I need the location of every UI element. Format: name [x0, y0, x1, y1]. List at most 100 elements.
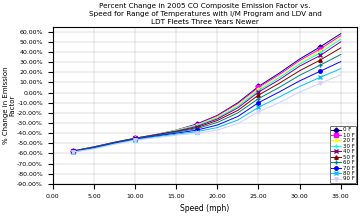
70 F	[256, 102, 261, 104]
30 F	[153, 133, 158, 136]
0 F	[195, 123, 199, 125]
Line: 90 F: 90 F	[72, 73, 342, 154]
0 F	[112, 141, 117, 144]
70 F	[174, 132, 178, 135]
80 F	[256, 106, 261, 109]
Line: 40 F: 40 F	[72, 40, 342, 153]
90 F	[92, 148, 96, 150]
50 F	[71, 150, 76, 153]
70 F	[277, 91, 281, 93]
0 F	[256, 85, 261, 88]
70 F	[153, 135, 158, 138]
40 F	[92, 146, 96, 148]
0 F	[236, 102, 240, 104]
60 F	[277, 86, 281, 89]
70 F	[318, 70, 322, 73]
30 F	[174, 129, 178, 132]
Line: 10 F: 10 F	[72, 34, 342, 153]
90 F	[318, 82, 322, 85]
90 F	[71, 151, 76, 153]
10 F	[71, 150, 76, 152]
60 F	[133, 137, 137, 140]
30 F	[256, 89, 261, 92]
70 F	[236, 115, 240, 118]
50 F	[339, 47, 343, 49]
40 F	[195, 125, 199, 128]
60 F	[71, 150, 76, 153]
0 F	[215, 114, 220, 117]
10 F	[153, 133, 158, 136]
30 F	[339, 38, 343, 41]
50 F	[297, 69, 302, 72]
20 F	[215, 116, 220, 118]
Line: 0 F: 0 F	[72, 32, 342, 153]
20 F	[153, 133, 158, 136]
90 F	[133, 139, 137, 141]
30 F	[277, 76, 281, 79]
50 F	[174, 130, 178, 133]
60 F	[153, 134, 158, 137]
90 F	[277, 102, 281, 104]
70 F	[71, 150, 76, 153]
60 F	[215, 121, 220, 124]
60 F	[195, 127, 199, 130]
0 F	[92, 146, 96, 148]
0 F	[277, 72, 281, 75]
80 F	[174, 133, 178, 135]
80 F	[112, 143, 117, 145]
60 F	[339, 53, 343, 56]
90 F	[112, 143, 117, 146]
40 F	[215, 118, 220, 120]
Line: 60 F: 60 F	[72, 53, 342, 153]
50 F	[112, 141, 117, 144]
80 F	[339, 67, 343, 70]
40 F	[133, 137, 137, 140]
Line: 30 F: 30 F	[72, 38, 342, 153]
70 F	[133, 138, 137, 141]
10 F	[277, 73, 281, 76]
60 F	[112, 141, 117, 144]
50 F	[133, 137, 137, 140]
20 F	[195, 124, 199, 126]
20 F	[318, 50, 322, 52]
50 F	[318, 59, 322, 61]
10 F	[174, 129, 178, 131]
80 F	[195, 130, 199, 133]
40 F	[297, 65, 302, 67]
20 F	[112, 141, 117, 144]
70 F	[339, 60, 343, 63]
80 F	[133, 138, 137, 141]
40 F	[236, 106, 240, 109]
10 F	[215, 115, 220, 117]
10 F	[112, 141, 117, 144]
Legend: 0 F, 10 F, 20 F, 30 F, 40 F, 50 F, 60 F, 70 F, 80 F, 90 F: 0 F, 10 F, 20 F, 30 F, 40 F, 50 F, 60 F,…	[329, 126, 356, 183]
40 F	[174, 130, 178, 132]
70 F	[195, 129, 199, 131]
10 F	[236, 102, 240, 105]
20 F	[236, 103, 240, 106]
Title: Percent Change in 2005 CO Composite Emission Factor vs.
Speed for Range of Tempe: Percent Change in 2005 CO Composite Emis…	[89, 3, 321, 25]
30 F	[195, 124, 199, 127]
80 F	[215, 126, 220, 129]
0 F	[174, 129, 178, 131]
60 F	[92, 146, 96, 149]
10 F	[133, 137, 137, 140]
10 F	[318, 48, 322, 50]
60 F	[236, 112, 240, 114]
30 F	[71, 150, 76, 152]
80 F	[318, 76, 322, 79]
Line: 50 F: 50 F	[72, 46, 342, 153]
70 F	[297, 79, 302, 82]
40 F	[339, 40, 343, 43]
30 F	[318, 52, 322, 54]
80 F	[236, 119, 240, 121]
50 F	[277, 82, 281, 85]
40 F	[277, 79, 281, 81]
80 F	[92, 147, 96, 150]
0 F	[318, 46, 322, 48]
10 F	[256, 86, 261, 89]
40 F	[318, 54, 322, 57]
90 F	[195, 132, 199, 135]
60 F	[174, 131, 178, 133]
90 F	[174, 134, 178, 137]
